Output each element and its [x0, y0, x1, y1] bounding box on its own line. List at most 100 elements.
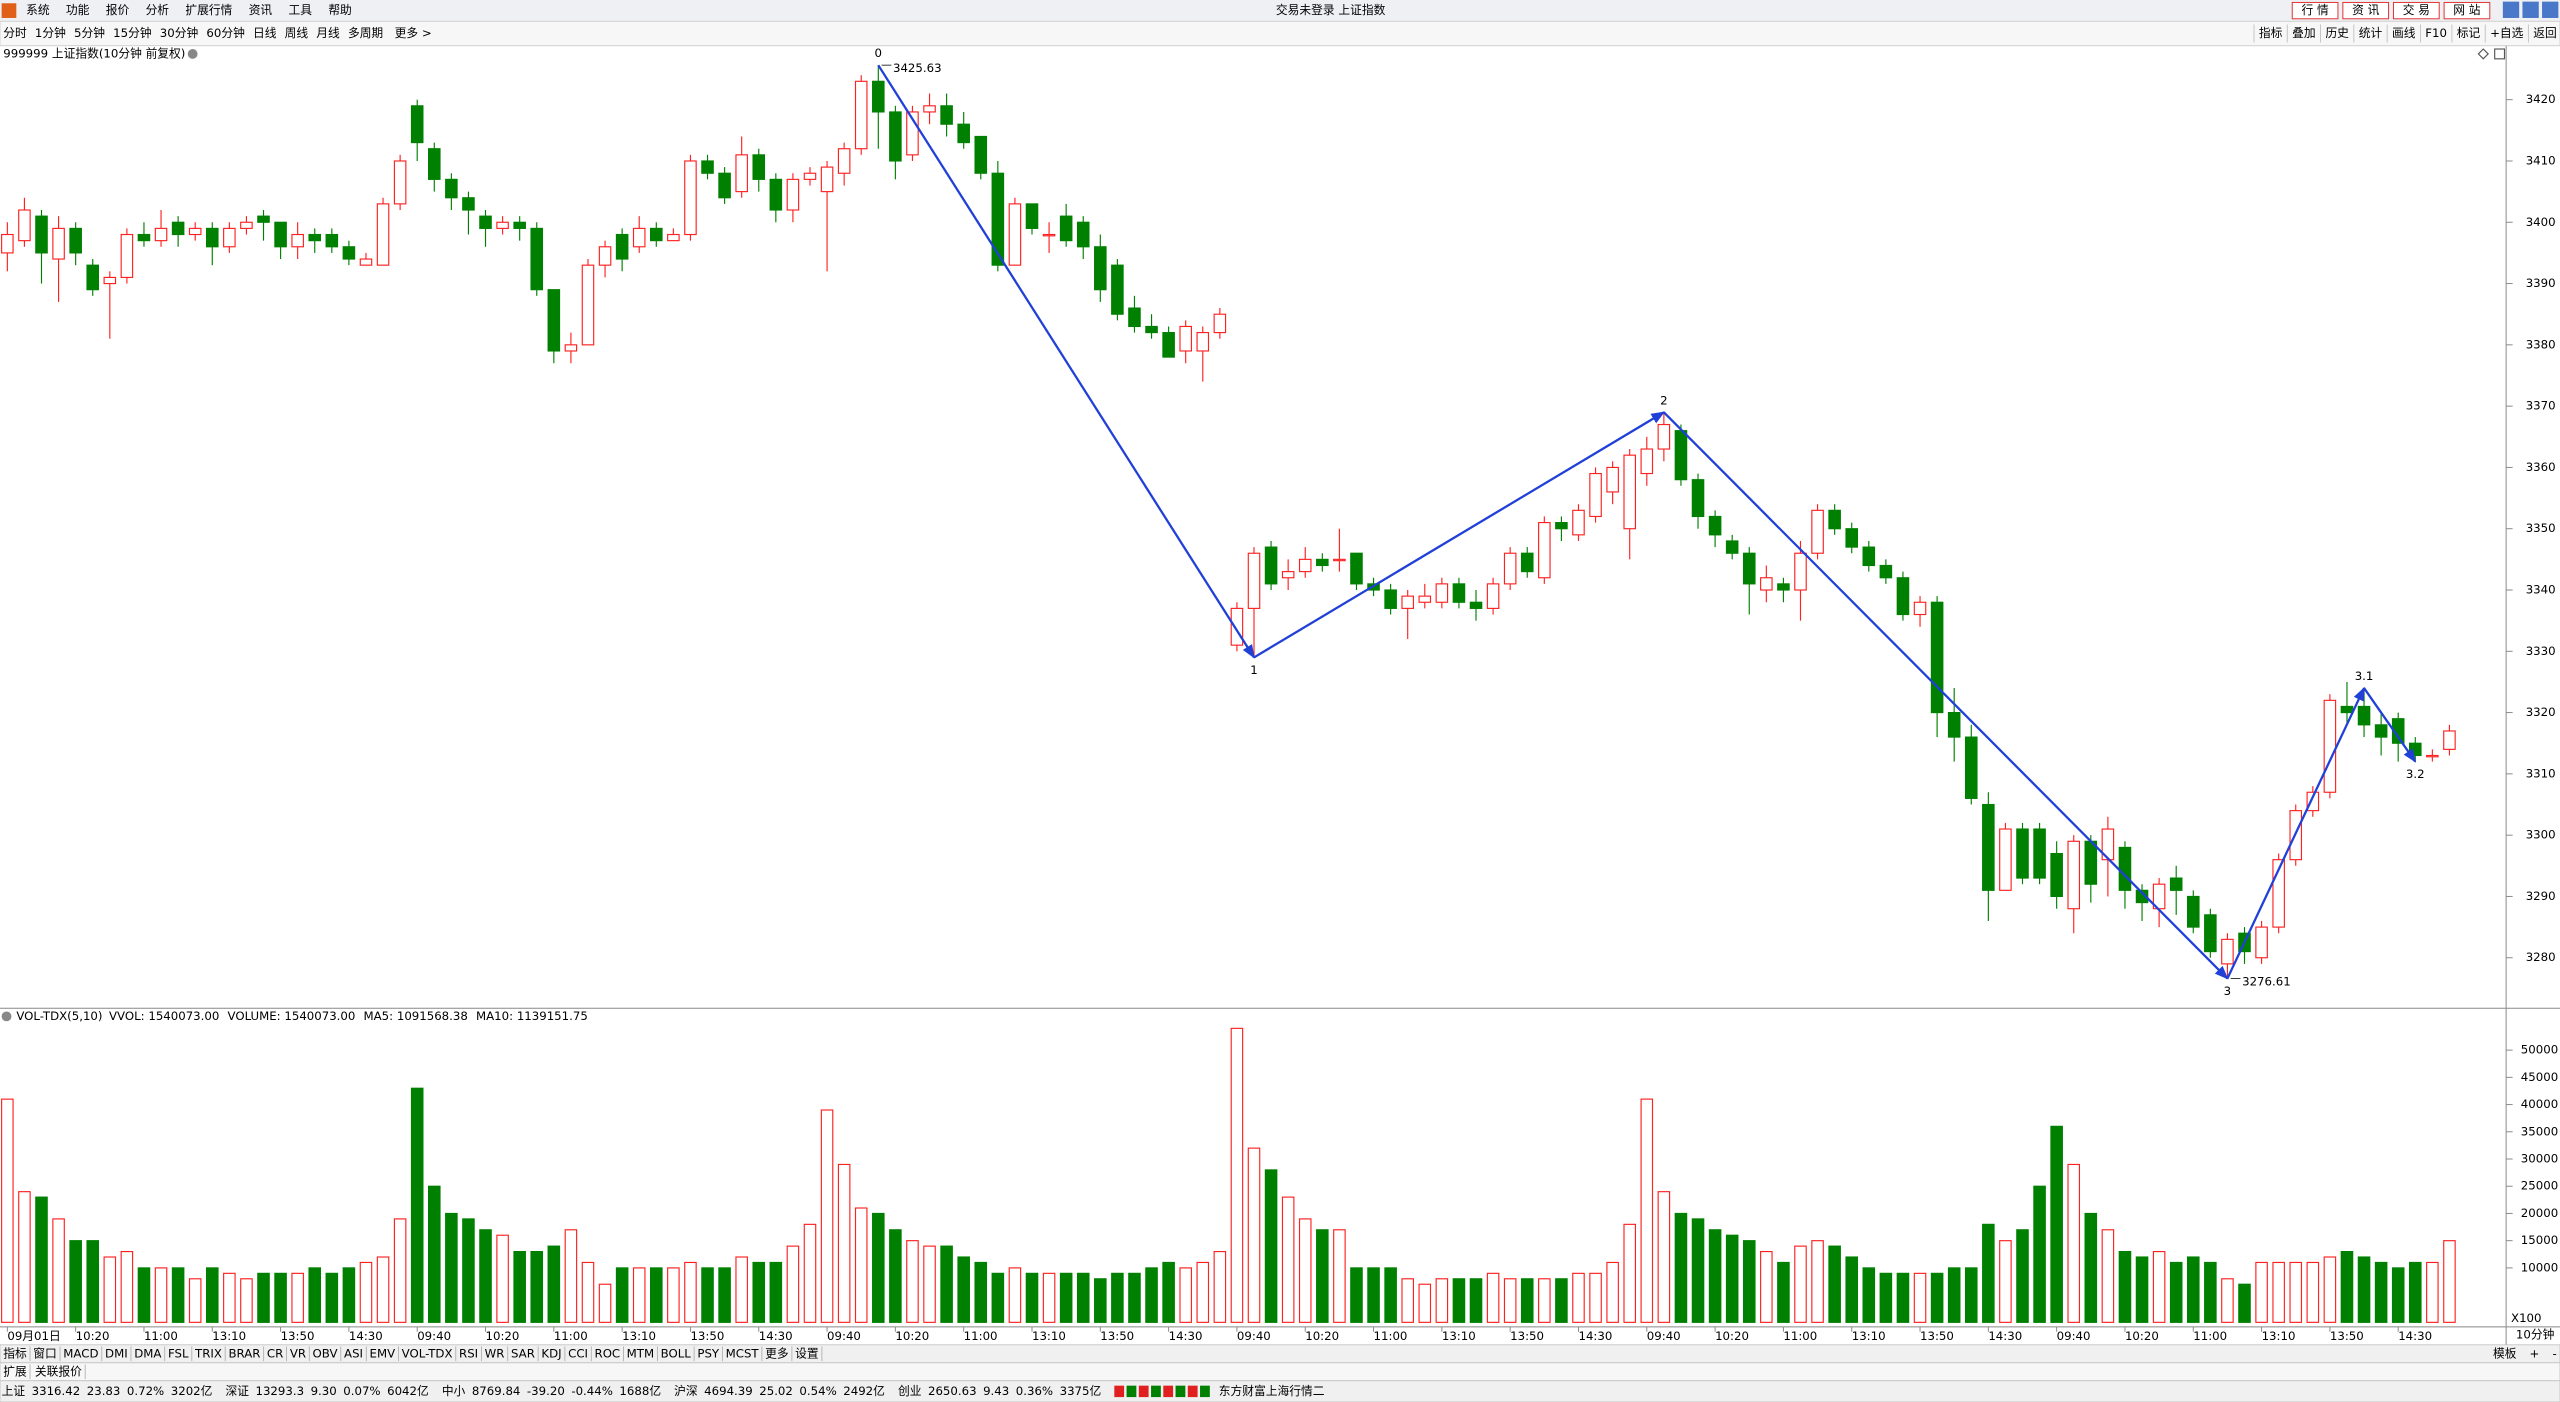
tool-button[interactable]: +自选 [2490, 26, 2524, 40]
candle-body [205, 227, 219, 248]
volume-bar [1555, 1278, 1568, 1323]
indicator-tab[interactable]: VR [290, 1346, 306, 1360]
top-button-label[interactable]: 行 情 [2301, 3, 2328, 17]
candle-body [1589, 472, 1602, 518]
template-button[interactable]: + [2530, 1346, 2540, 1360]
candle-body [1947, 712, 1961, 738]
vol-icon[interactable] [1, 1011, 12, 1022]
indicator-tab[interactable]: PSY [697, 1346, 720, 1360]
menu-item[interactable]: 报价 [106, 3, 130, 17]
tool-button[interactable]: 标记 [2457, 26, 2481, 40]
period-button[interactable]: 5分钟 [74, 26, 105, 40]
title-icon[interactable] [187, 49, 198, 59]
indicator-tab[interactable]: TRIX [194, 1346, 222, 1360]
period-button[interactable]: 月线 [316, 26, 340, 40]
indicator-tab[interactable]: CR [267, 1346, 283, 1360]
indicator-tab[interactable]: ROC [595, 1346, 621, 1360]
indicator-tab[interactable]: CCI [568, 1346, 588, 1360]
indicator-tab[interactable]: KDJ [541, 1346, 561, 1360]
indicator-tab[interactable]: ASI [344, 1346, 363, 1360]
x-tick-label: 11:00 [964, 1329, 998, 1343]
more-button[interactable]: 更多 > [395, 26, 432, 40]
volume-bar [2033, 1185, 2046, 1323]
sub-tab[interactable]: 扩展 [3, 1364, 27, 1378]
candle-body [86, 264, 100, 291]
window-close[interactable] [2542, 1, 2559, 18]
indicator-tab[interactable]: EMV [370, 1346, 396, 1360]
menu-item[interactable]: 资讯 [249, 3, 273, 17]
period-button[interactable]: 周线 [285, 26, 309, 40]
period-button[interactable]: 30分钟 [160, 26, 198, 40]
tool-button[interactable]: 历史 [2325, 26, 2349, 40]
tool-button[interactable]: 画线 [2392, 26, 2416, 40]
candle-body [2272, 859, 2285, 928]
tool-button[interactable]: 指标 [2259, 26, 2283, 40]
indicator-tab[interactable]: SAR [511, 1346, 535, 1360]
sub-tab[interactable]: 关联报价 [35, 1364, 82, 1378]
period-button[interactable]: 日线 [253, 26, 277, 40]
candle-body [1128, 307, 1141, 328]
top-button[interactable] [2443, 1, 2491, 20]
candle-body [1725, 540, 1739, 554]
volume-bar [1196, 1261, 1210, 1323]
top-button[interactable] [2342, 1, 2390, 20]
indicator-tab[interactable]: 设置 [795, 1346, 819, 1360]
template-button[interactable]: - [2552, 1346, 2556, 1360]
top-button-label[interactable]: 资 讯 [2352, 3, 2379, 17]
indicator-tab[interactable]: FSL [168, 1346, 189, 1360]
indicator-tab[interactable]: WR [485, 1346, 505, 1360]
candle-body [530, 227, 544, 291]
template-button[interactable]: 模板 [2493, 1346, 2517, 1360]
indicator-tab[interactable]: BRAR [228, 1346, 260, 1360]
wave-label: 0 [875, 46, 882, 60]
period-button[interactable]: 60分钟 [206, 26, 244, 40]
period-button[interactable]: 1分钟 [35, 26, 66, 40]
volume-bar [2101, 1229, 2115, 1323]
menu-item[interactable]: 分析 [146, 3, 170, 17]
indicator-tab[interactable]: BOLL [661, 1346, 692, 1360]
candle-body [462, 197, 475, 211]
volume-bar [2323, 1256, 2337, 1323]
x-tick-label: 13:10 [1032, 1329, 1066, 1343]
top-button[interactable] [2392, 1, 2440, 20]
volume-bar [2340, 1250, 2354, 1323]
period-button[interactable]: 分时 [3, 26, 27, 40]
tool-button[interactable]: 返回 [2533, 26, 2556, 40]
menu-item[interactable]: 扩展行情 [185, 3, 232, 17]
indicator-tab[interactable]: 窗口 [33, 1346, 56, 1360]
window-max[interactable] [2522, 1, 2539, 18]
menu-item[interactable]: 工具 [289, 3, 313, 17]
tool-button[interactable]: 叠加 [2292, 26, 2315, 40]
icon-panel[interactable] [2494, 48, 2506, 60]
indicator-tab[interactable]: MTM [627, 1346, 654, 1360]
window-min[interactable] [2502, 1, 2520, 18]
tool-button[interactable]: 统计 [2359, 26, 2383, 40]
period-button[interactable]: 多周期 [348, 26, 383, 40]
top-button[interactable] [2291, 1, 2339, 20]
indicator-tab[interactable]: DMA [134, 1346, 161, 1360]
menu-item[interactable]: 系统 [26, 3, 50, 17]
candle-body [2084, 840, 2098, 885]
candle-body [1503, 552, 1517, 585]
status-source: 东方财富上海行情二 [1219, 1384, 1325, 1398]
volume-bar [2408, 1261, 2422, 1323]
indicator-tab[interactable]: MCST [726, 1346, 760, 1360]
menu-item[interactable]: 帮助 [328, 3, 351, 17]
indicator-tab[interactable]: 更多 [765, 1346, 789, 1360]
icon-diamond[interactable] [2477, 48, 2489, 60]
menu-item[interactable]: 功能 [66, 3, 90, 17]
top-button-label[interactable]: 交 易 [2403, 3, 2430, 17]
indicator-tab[interactable]: RSI [459, 1346, 478, 1360]
candle-body [803, 172, 817, 180]
x-tick-label: 09:40 [417, 1329, 451, 1343]
indicator-tab[interactable]: MACD [63, 1346, 98, 1360]
indicator-tab[interactable]: VOL-TDX [402, 1346, 453, 1360]
tool-button[interactable]: F10 [2425, 26, 2447, 40]
indicator-tab[interactable]: 指标 [3, 1346, 27, 1360]
top-button-label[interactable]: 网 站 [2453, 3, 2480, 17]
indicator-tab[interactable]: OBV [313, 1346, 338, 1360]
indicator-tab[interactable]: DMI [105, 1346, 128, 1360]
candle-body [1179, 325, 1192, 352]
x-tick-label: 14:30 [759, 1329, 793, 1343]
period-button[interactable]: 15分钟 [113, 26, 151, 40]
